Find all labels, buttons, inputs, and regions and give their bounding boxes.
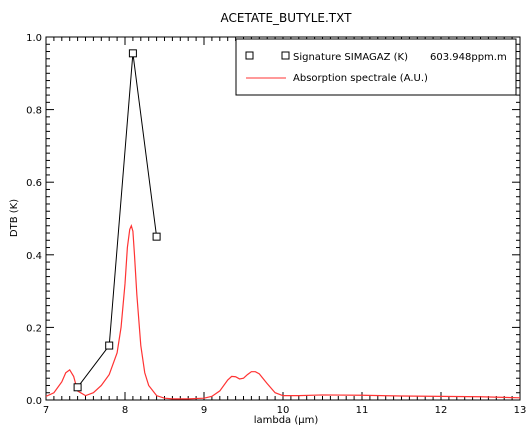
x-tick-label: 8 [122, 405, 128, 416]
signature-data-point [152, 232, 161, 241]
signature-data-point [105, 341, 114, 350]
chart-title: ACETATE_BUTYLE.TXT [221, 11, 353, 25]
signature-data-point [73, 383, 82, 392]
legend-square-marker-left [245, 51, 254, 60]
absorption-spectral-line [45, 223, 521, 400]
x-tick-label: 11 [356, 405, 369, 416]
x-tick-label: 13 [514, 405, 527, 416]
legend-box [235, 38, 517, 96]
legend-label-signature: Signature SIMAGAZ (K) [293, 52, 408, 63]
y-tick-label: 0.0 [26, 396, 42, 407]
series-layer [45, 49, 521, 400]
x-tick-label: 7 [43, 405, 49, 416]
y-tick-label: 0.6 [26, 178, 42, 189]
legend-label-absorption: Absorption spectrale (A.U.) [293, 73, 428, 84]
signature-data-point [128, 49, 137, 58]
y-tick-label: 1.0 [26, 33, 42, 44]
y-tick-label: 0.8 [26, 106, 42, 117]
x-axis-label: lambda (µm) [254, 415, 319, 426]
signature-simagaz-line [77, 53, 158, 388]
y-axis-label: DTB (K) [9, 199, 20, 237]
x-tick-label: 10 [277, 405, 290, 416]
y-tick-label: 0.4 [26, 251, 42, 262]
x-tick-label: 9 [201, 405, 207, 416]
legend-value-concentration: 603.948ppm.m [430, 52, 507, 63]
x-tick-label: 12 [435, 405, 448, 416]
axis-tick-labels: 7 8 9 10 11 12 13 0.0 0.2 0.4 0.6 0.8 1.0 [26, 33, 526, 416]
legend: Signature SIMAGAZ (K) 603.948ppm.m Absor… [235, 38, 517, 96]
y-tick-label: 0.2 [26, 323, 42, 334]
legend-square-marker-right [281, 51, 290, 60]
